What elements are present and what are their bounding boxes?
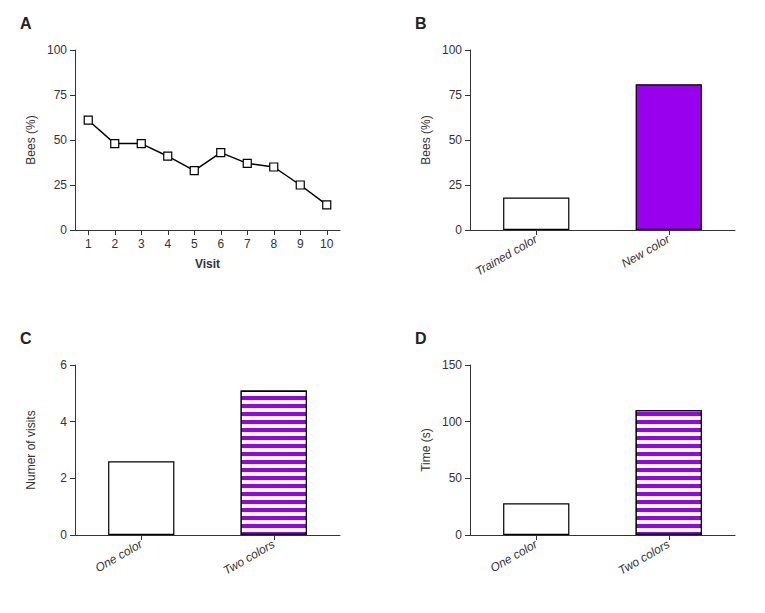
svg-text:6: 6	[60, 358, 67, 372]
svg-text:4: 4	[164, 237, 171, 251]
svg-text:5: 5	[191, 237, 198, 251]
svg-text:3: 3	[138, 237, 145, 251]
svg-text:2: 2	[111, 237, 118, 251]
svg-text:100: 100	[442, 43, 462, 57]
svg-text:25: 25	[54, 178, 68, 192]
svg-text:Two colors: Two colors	[221, 537, 277, 578]
svg-text:One color: One color	[488, 536, 541, 575]
svg-text:2: 2	[60, 471, 67, 485]
svg-text:6: 6	[217, 237, 224, 251]
svg-text:Time (s): Time (s)	[419, 428, 433, 472]
svg-text:75: 75	[54, 88, 68, 102]
svg-text:0: 0	[455, 528, 462, 542]
svg-text:Numer of visits: Numer of visits	[24, 410, 38, 489]
svg-text:7: 7	[244, 237, 251, 251]
svg-text:8: 8	[270, 237, 277, 251]
svg-text:100: 100	[442, 415, 462, 429]
svg-text:C: C	[20, 330, 32, 347]
svg-text:D: D	[415, 330, 427, 347]
svg-text:Bees (%): Bees (%)	[24, 115, 38, 164]
svg-text:A: A	[20, 15, 32, 32]
svg-text:9: 9	[297, 237, 304, 251]
svg-text:75: 75	[449, 88, 463, 102]
svg-text:0: 0	[60, 223, 67, 237]
svg-text:One color: One color	[93, 536, 146, 575]
svg-text:0: 0	[455, 223, 462, 237]
svg-text:10: 10	[320, 237, 334, 251]
svg-text:50: 50	[54, 133, 68, 147]
svg-text:B: B	[415, 15, 427, 32]
svg-text:Visit: Visit	[195, 257, 220, 271]
svg-text:100: 100	[47, 43, 67, 57]
svg-text:25: 25	[449, 178, 463, 192]
svg-text:Bees (%): Bees (%)	[419, 115, 433, 164]
svg-text:Trained color: Trained color	[473, 231, 541, 278]
svg-text:50: 50	[449, 471, 463, 485]
svg-text:150: 150	[442, 358, 462, 372]
svg-text:4: 4	[60, 415, 67, 429]
svg-text:0: 0	[60, 528, 67, 542]
svg-text:50: 50	[449, 133, 463, 147]
svg-text:Two colors: Two colors	[616, 537, 672, 578]
svg-text:1: 1	[85, 237, 92, 251]
svg-text:New color: New color	[619, 231, 673, 270]
